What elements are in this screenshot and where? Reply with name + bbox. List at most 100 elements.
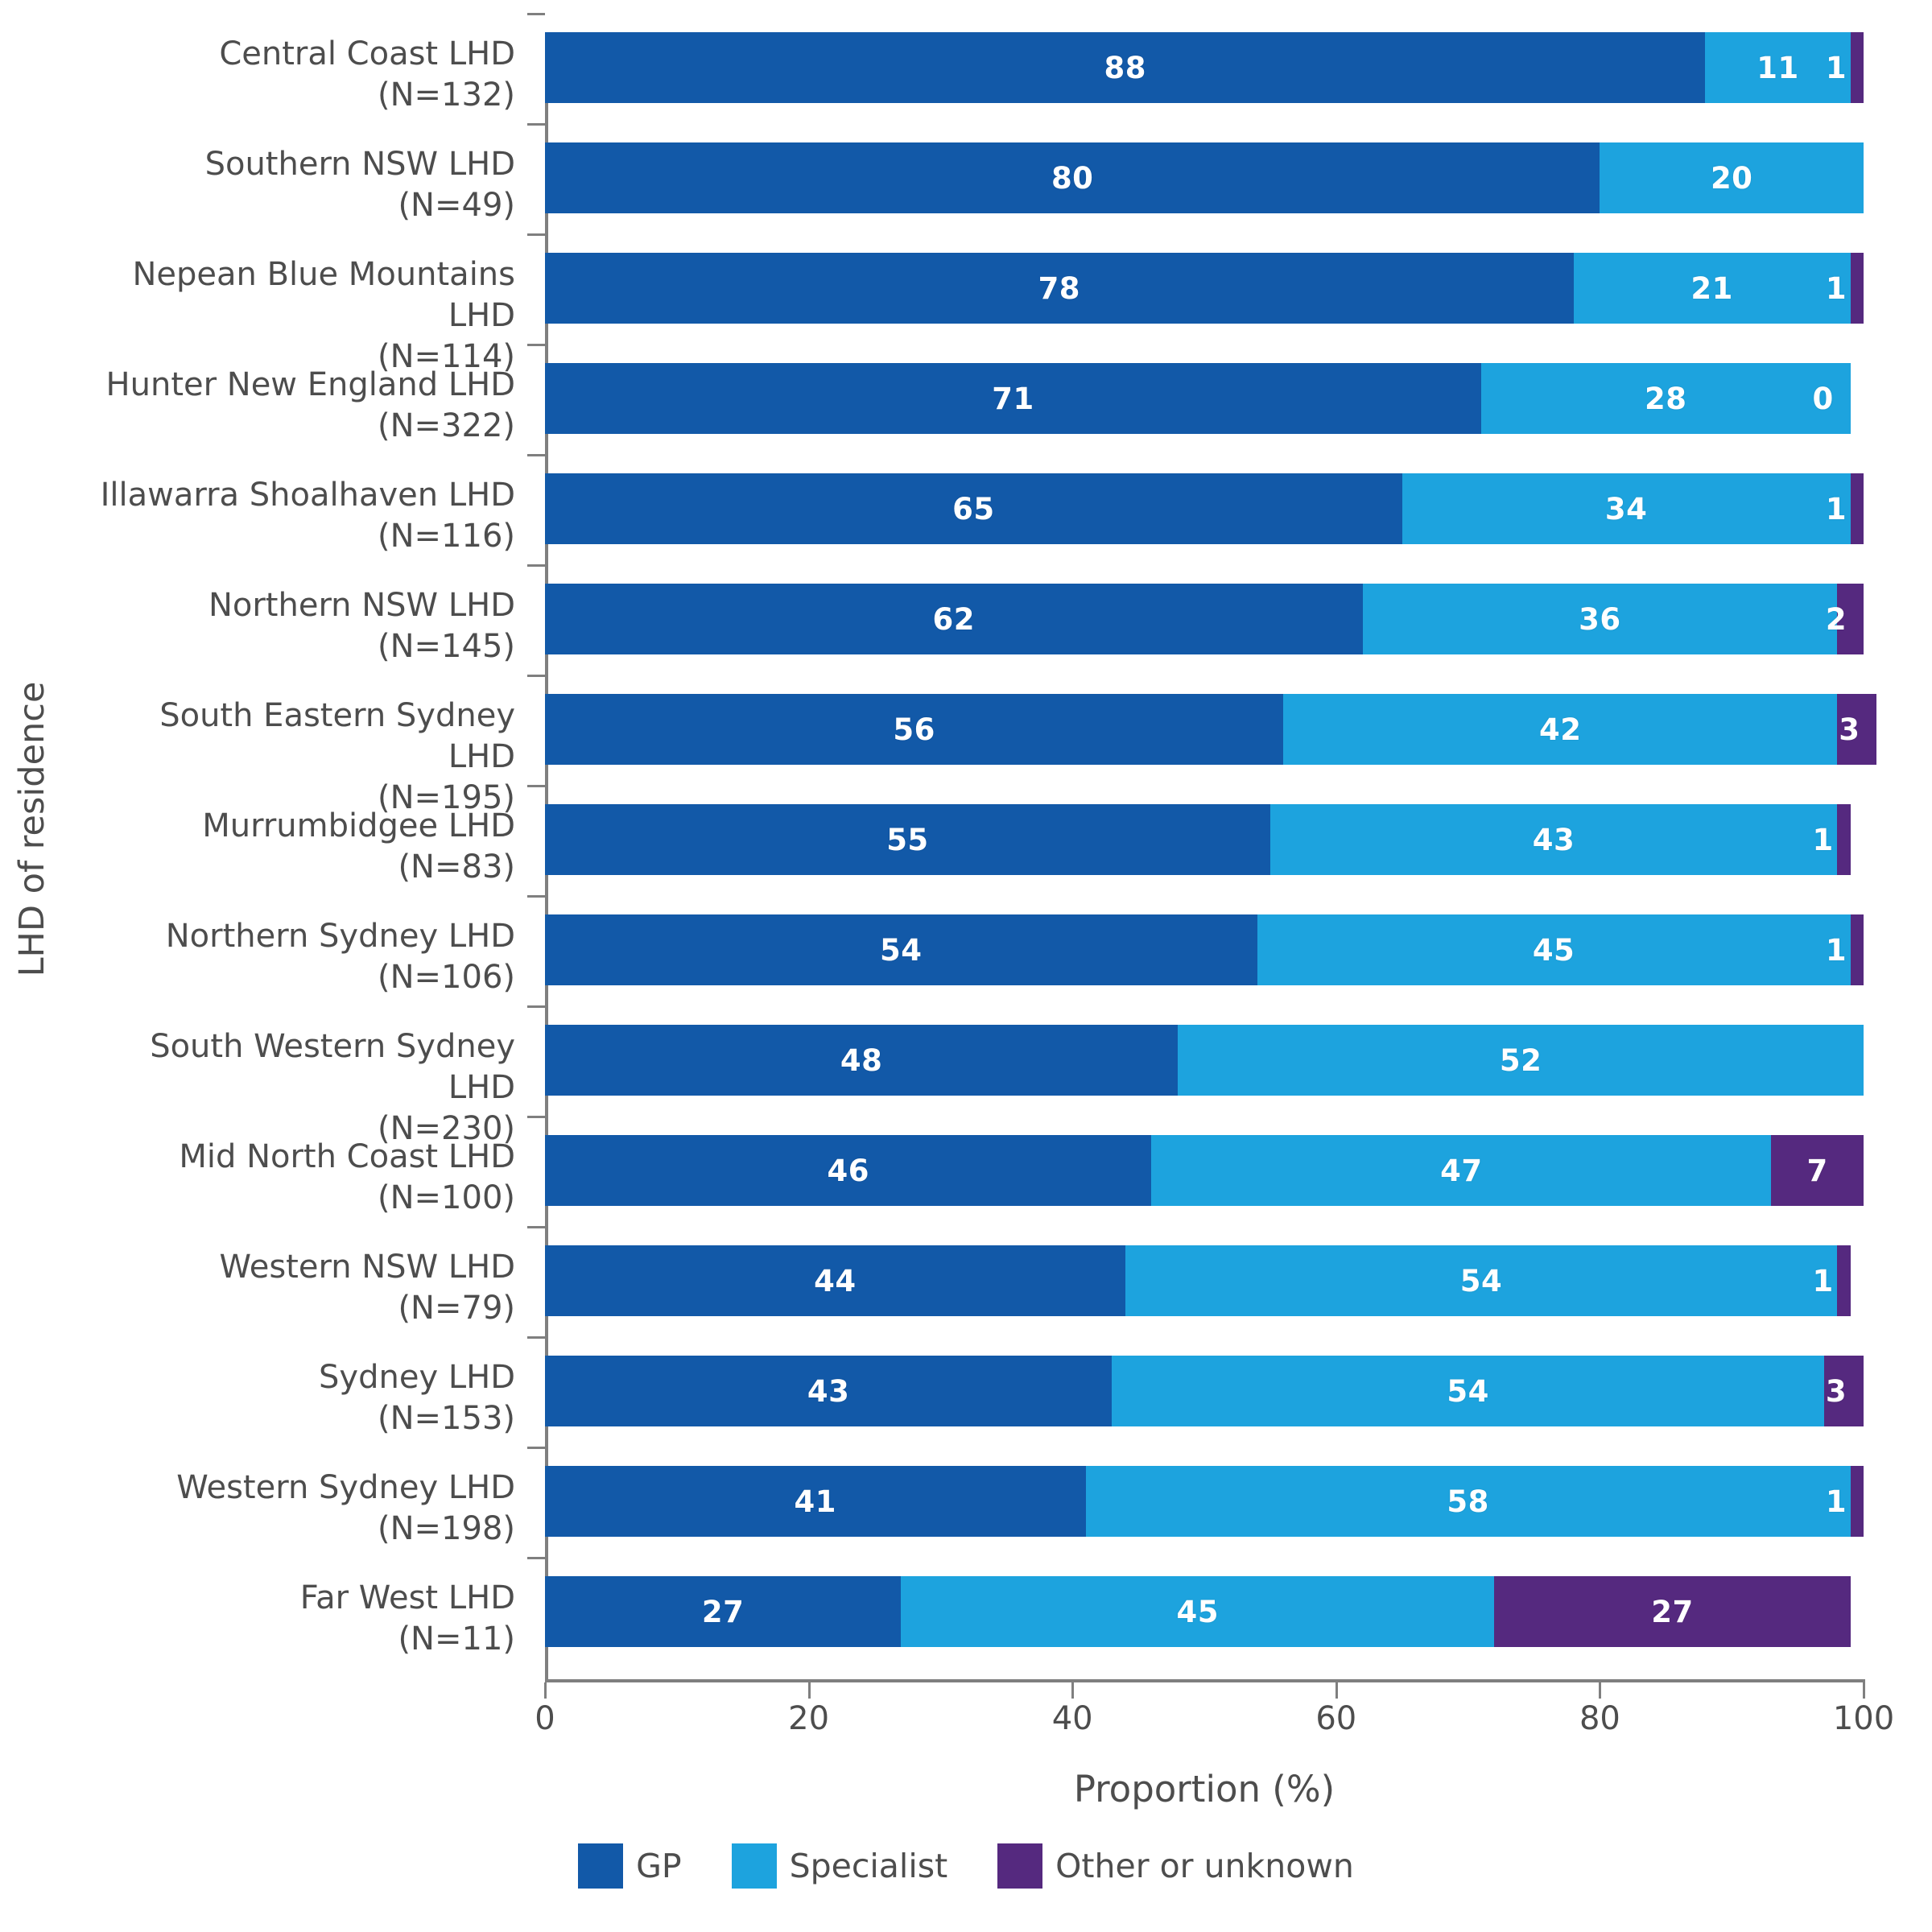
specialist-segment: 52 xyxy=(1178,1025,1864,1096)
segment-value-label: 1 xyxy=(1825,1484,1847,1519)
y-axis-label-count: (N=145) xyxy=(378,628,515,665)
other-segment: 1 xyxy=(1826,914,1864,985)
gp-segment: 56 xyxy=(545,694,1284,765)
y-axis-label: Far West LHD (N=11) xyxy=(89,1578,515,1660)
y-axis-label: Nepean Blue Mountains LHD (N=114) xyxy=(89,254,515,378)
x-axis-line xyxy=(545,1679,1865,1682)
y-tick-mark xyxy=(527,1335,545,1339)
y-axis-label-name: South Eastern Sydney LHD xyxy=(159,697,515,775)
x-tick-label: 60 xyxy=(1315,1700,1357,1737)
other-segment: 27 xyxy=(1494,1576,1851,1647)
bar-row: 43 54 3 xyxy=(545,1356,1864,1426)
x-tick-label: 40 xyxy=(1051,1700,1093,1737)
y-axis-label-count: (N=132) xyxy=(378,76,515,114)
y-axis-label-count: (N=106) xyxy=(378,959,515,996)
y-axis-label-name: Mid North Coast LHD xyxy=(179,1138,515,1175)
y-axis-label-name: South Western Sydney LHD xyxy=(150,1028,515,1106)
other-segment: 1 xyxy=(1826,253,1864,324)
segment-value-label: 3 xyxy=(1825,1373,1847,1409)
gp-segment: 55 xyxy=(545,804,1270,875)
y-axis-label-count: (N=230) xyxy=(378,1110,515,1147)
segment-value-label: 1 xyxy=(1812,1263,1834,1298)
y-axis-label-name: Murrumbidgee LHD xyxy=(202,807,515,844)
segment-value-label: 42 xyxy=(1538,712,1582,747)
other-segment: 2 xyxy=(1826,584,1864,654)
legend-item[interactable]: Specialist xyxy=(731,1843,947,1889)
y-axis-label-name: Hunter New England LHD xyxy=(105,366,515,403)
specialist-segment: 42 xyxy=(1283,694,1838,765)
segment-value-label: 48 xyxy=(840,1042,883,1078)
segment-value-label: 52 xyxy=(1499,1042,1542,1078)
y-tick-mark xyxy=(527,674,545,677)
gp-segment: 71 xyxy=(545,363,1481,434)
bar-row: 44 54 1 xyxy=(545,1245,1864,1316)
specialist-segment: 43 xyxy=(1269,804,1838,875)
bar-row: 27 45 27 xyxy=(545,1576,1864,1647)
chart-legend: GP Specialist Other or unknown xyxy=(0,1843,1932,1889)
y-axis-label-count: (N=114) xyxy=(378,338,515,375)
segment-value-label: 54 xyxy=(1447,1373,1489,1409)
y-tick-mark xyxy=(527,1446,545,1449)
segment-value-label: 71 xyxy=(992,381,1034,416)
legend-item[interactable]: Other or unknown xyxy=(997,1843,1354,1889)
segment-value-label: 21 xyxy=(1690,270,1733,306)
other-segment: 1 xyxy=(1813,804,1851,875)
segment-value-label: 44 xyxy=(814,1263,857,1298)
gp-segment: 54 xyxy=(545,914,1257,985)
y-axis-label-name: Nepean Blue Mountains LHD xyxy=(132,256,515,334)
segment-value-label: 1 xyxy=(1825,50,1847,85)
segment-value-label: 88 xyxy=(1104,50,1146,85)
y-axis-label: Hunter New England LHD (N=322) xyxy=(89,365,515,447)
y-axis-label: South Eastern Sydney LHD (N=195) xyxy=(89,696,515,819)
y-axis-label-name: Central Coast LHD xyxy=(219,35,515,72)
y-tick-mark xyxy=(527,122,545,126)
y-axis-label-name: Western Sydney LHD xyxy=(176,1469,515,1506)
other-segment: 7 xyxy=(1771,1135,1864,1206)
y-axis-label: Northern NSW LHD (N=145) xyxy=(89,585,515,667)
segment-value-label: 3 xyxy=(1839,712,1860,747)
bar-row: 41 58 1 xyxy=(545,1466,1864,1537)
y-axis-label-count: (N=49) xyxy=(398,187,515,224)
segment-value-label: 1 xyxy=(1825,491,1847,526)
bar-row: 48 52 xyxy=(545,1025,1864,1096)
segment-value-label: 1 xyxy=(1825,932,1847,968)
segment-value-label: 78 xyxy=(1038,270,1081,306)
legend-label: GP xyxy=(636,1847,682,1885)
x-tick-label: 80 xyxy=(1579,1700,1620,1737)
bar-row: 88 11 1 xyxy=(545,32,1864,103)
y-axis-label: Central Coast LHD (N=132) xyxy=(89,34,515,116)
segment-value-label: 36 xyxy=(1579,601,1621,637)
segment-value-label: 45 xyxy=(1176,1594,1220,1629)
legend-swatch xyxy=(578,1843,624,1889)
segment-value-label: 55 xyxy=(886,822,929,857)
gp-segment: 62 xyxy=(545,584,1363,654)
other-segment: 1 xyxy=(1826,473,1864,544)
gp-segment: 43 xyxy=(545,1356,1113,1426)
bar-row: 46 47 7 xyxy=(545,1135,1864,1206)
y-tick-mark xyxy=(527,1115,545,1118)
specialist-segment: 20 xyxy=(1600,142,1864,213)
y-axis-label-count: (N=79) xyxy=(398,1290,515,1327)
y-tick-mark xyxy=(527,1005,545,1008)
y-axis-label: Murrumbidgee LHD (N=83) xyxy=(89,806,515,888)
legend-item[interactable]: GP xyxy=(578,1843,682,1889)
segment-value-label: 62 xyxy=(932,601,976,637)
y-axis-label-count: (N=195) xyxy=(378,779,515,816)
gp-segment: 46 xyxy=(545,1135,1152,1206)
segment-value-label: 27 xyxy=(701,1594,745,1629)
segment-value-label: 45 xyxy=(1532,932,1575,968)
segment-value-label: 43 xyxy=(807,1373,850,1409)
y-tick-mark xyxy=(527,564,545,567)
y-axis-title: LHD of residence xyxy=(12,681,52,977)
y-axis-label: Mid North Coast LHD (N=100) xyxy=(89,1137,515,1219)
segment-value-label: 7 xyxy=(1806,1153,1828,1188)
y-axis-label-count: (N=116) xyxy=(378,518,515,555)
specialist-segment: 45 xyxy=(901,1576,1495,1647)
specialist-segment: 36 xyxy=(1362,584,1838,654)
segment-value-label: 34 xyxy=(1604,491,1648,526)
legend-swatch xyxy=(731,1843,777,1889)
bar-row: 71 28 0 xyxy=(545,363,1864,434)
segment-value-label: 54 xyxy=(1459,1263,1503,1298)
legend-label: Other or unknown xyxy=(1055,1847,1354,1885)
x-tick-mark xyxy=(1071,1682,1075,1699)
